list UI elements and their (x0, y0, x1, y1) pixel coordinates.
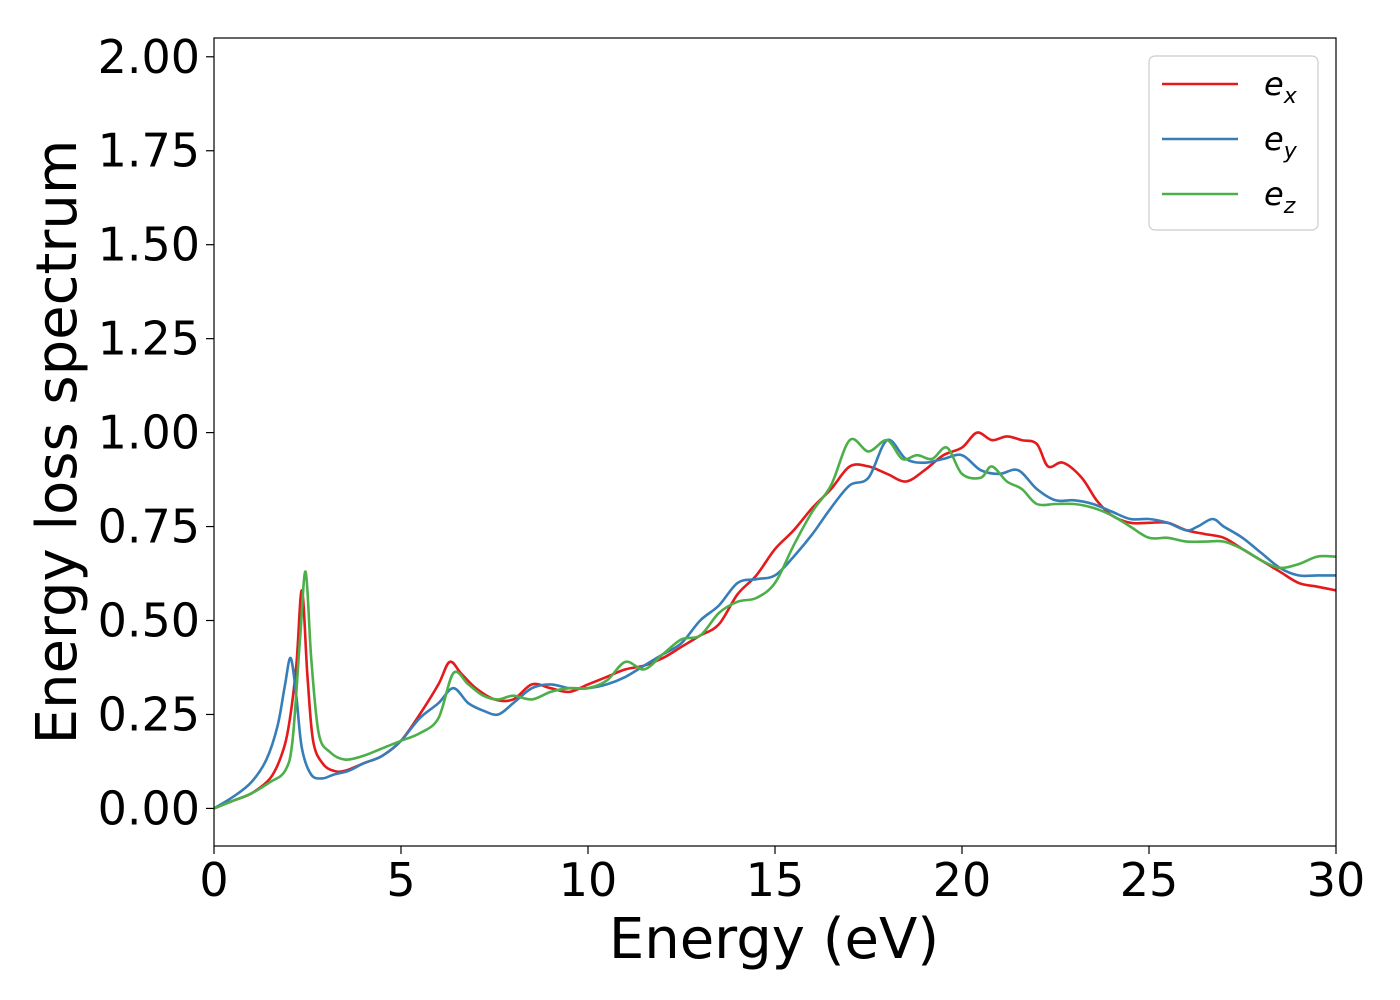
x-tick-label: 5 (386, 853, 415, 907)
series-line-x (213, 431, 1337, 810)
y-tick-label: 0.50 (98, 594, 200, 648)
y-tick-label: 1.25 (98, 312, 200, 366)
y-tick-label: 2.00 (98, 30, 200, 84)
x-tick-label: 20 (933, 853, 992, 907)
y-axis-ticks: 0.00 0.25 0.50 0.75 1.00 1.25 1.50 1.75 2.00 (98, 30, 214, 835)
x-tick-label: 30 (1307, 853, 1366, 907)
y-tick-label: 0.75 (98, 500, 200, 554)
y-tick-label: 0.00 (98, 781, 200, 835)
y-tick-label: 1.75 (98, 124, 200, 178)
series-lines (213, 431, 1337, 810)
x-axis-ticks: 0 5 10 15 20 25 30 (199, 846, 1365, 907)
x-tick-label: 25 (1120, 853, 1179, 907)
x-tick-label: 15 (746, 853, 805, 907)
legend-box (1148, 55, 1319, 231)
legend: ex ey ez (1148, 55, 1319, 231)
y-tick-label: 1.50 (98, 218, 200, 272)
series-line-z (213, 437, 1337, 810)
legend-label-y: ey (1264, 120, 1298, 164)
y-axis-title: Energy loss spectrum (25, 140, 90, 745)
x-tick-label: 0 (199, 853, 228, 907)
x-axis-title: Energy (eV) (609, 907, 939, 972)
legend-label-z: ez (1264, 175, 1296, 219)
y-tick-label: 1.00 (98, 406, 200, 460)
y-tick-label: 0.25 (98, 687, 200, 741)
series-line-y (213, 438, 1336, 810)
x-tick-label: 10 (559, 853, 618, 907)
legend-label-x: ex (1264, 65, 1298, 109)
